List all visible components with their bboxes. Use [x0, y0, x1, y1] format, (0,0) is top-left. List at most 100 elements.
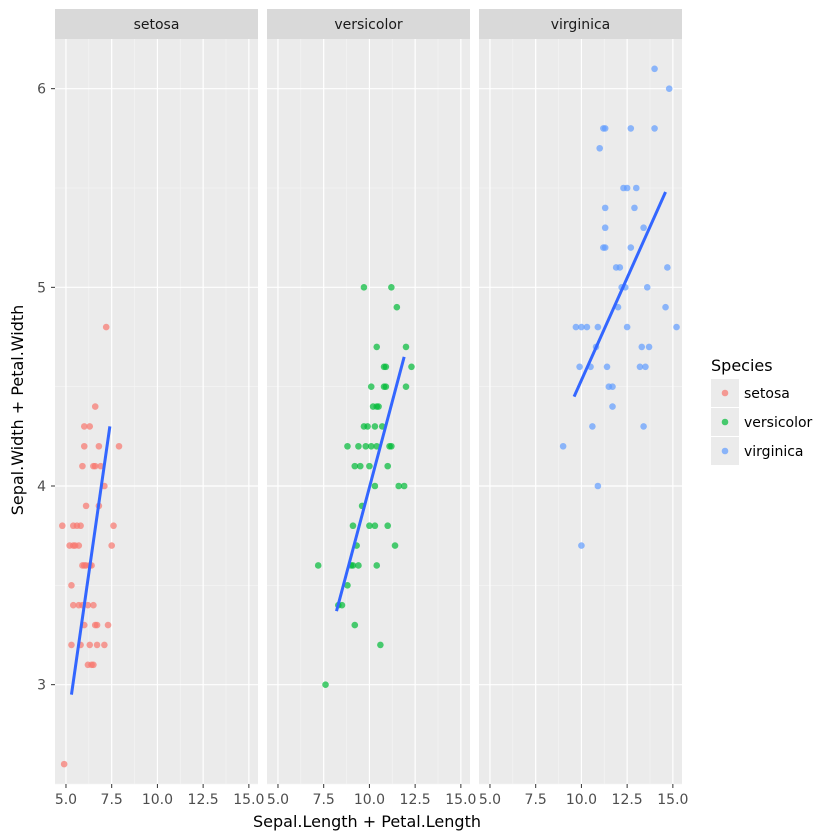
data-point — [578, 323, 585, 331]
data-point — [86, 423, 94, 430]
data-point — [589, 423, 596, 430]
data-point — [616, 264, 624, 271]
y-axis: 3 4 5 6 — [37, 82, 55, 694]
data-point — [395, 482, 402, 490]
data-point — [344, 442, 351, 450]
x-tick-label: 7.5 — [101, 792, 123, 808]
data-point — [362, 442, 370, 450]
data-point — [408, 363, 415, 371]
data-point — [101, 641, 108, 649]
data-point — [638, 343, 646, 351]
data-point — [603, 363, 611, 371]
legend-label: versicolor — [744, 415, 813, 431]
data-point — [373, 562, 381, 569]
data-point — [673, 323, 680, 331]
x-tick-label: 15.0 — [657, 792, 688, 808]
data-point — [375, 403, 382, 410]
data-point — [351, 462, 359, 470]
data-point — [59, 522, 66, 530]
legend-key-point — [721, 447, 729, 455]
legend-key-point — [721, 389, 729, 397]
data-point — [355, 442, 362, 450]
data-point — [367, 383, 375, 390]
data-point — [623, 184, 631, 192]
data-point — [384, 462, 392, 470]
x-tick-label: 12.5 — [400, 792, 431, 808]
data-point — [355, 562, 362, 569]
legend-item-versicolor: versicolor — [711, 408, 813, 436]
data-point — [366, 462, 373, 470]
data-point — [102, 323, 110, 331]
data-point — [90, 661, 97, 669]
data-point — [391, 542, 399, 549]
data-point — [382, 363, 390, 371]
data-point — [371, 482, 379, 490]
data-point — [349, 562, 357, 569]
data-point — [373, 343, 381, 351]
x-axis-title: Sepal.Length + Petal.Length — [253, 812, 481, 831]
data-point — [93, 641, 101, 649]
x-tick-label: 5.0 — [55, 792, 77, 808]
facet-strip — [267, 9, 470, 39]
data-point — [93, 621, 101, 629]
x-tick-label: 10.0 — [142, 792, 173, 808]
data-point — [651, 125, 658, 132]
data-point — [601, 204, 609, 212]
data-point — [80, 442, 88, 450]
data-point — [349, 522, 357, 530]
y-axis-title: Sepal.Width + Petal.Width — [8, 305, 27, 516]
data-point — [115, 442, 123, 450]
y-tick-label: 5 — [37, 280, 46, 296]
data-point — [594, 323, 602, 331]
data-point — [664, 264, 671, 271]
data-point — [642, 363, 649, 371]
data-point — [68, 582, 75, 589]
fit-line — [572, 191, 667, 398]
facet-strip-label: setosa — [134, 17, 180, 33]
x-tick-label: 12.5 — [188, 792, 219, 808]
data-point — [627, 244, 635, 251]
data-point — [631, 204, 638, 212]
data-point — [366, 522, 373, 530]
facet-strip-label: versicolor — [334, 17, 403, 33]
data-point — [91, 462, 99, 470]
panel-background — [267, 39, 470, 784]
legend-label: virginica — [744, 444, 804, 460]
data-point — [384, 522, 392, 530]
data-point — [382, 383, 390, 390]
data-point — [402, 383, 410, 390]
data-point — [651, 65, 658, 73]
data-point — [594, 482, 602, 490]
x-tick-label: 7.5 — [313, 792, 335, 808]
legend-item-virginica: virginica — [711, 437, 804, 465]
data-point — [609, 383, 616, 390]
facet-strip — [479, 9, 682, 39]
data-point — [322, 681, 329, 688]
x-tick-label: 15.0 — [233, 792, 264, 808]
data-point — [90, 601, 97, 609]
data-point — [338, 601, 346, 609]
data-point — [377, 641, 384, 649]
data-point — [632, 184, 640, 192]
data-point — [97, 462, 105, 470]
legend-title: Species — [711, 356, 773, 375]
data-point — [82, 502, 90, 510]
panels-layer: setosa 5.0 7.5 10.0 12.5 15.0 versicolor 5.0 7.5… — [55, 9, 688, 808]
data-point — [110, 522, 117, 530]
data-point — [559, 442, 567, 450]
data-point — [79, 462, 86, 470]
data-point — [364, 423, 371, 430]
data-point — [60, 760, 68, 768]
data-point — [371, 522, 379, 530]
data-point — [665, 85, 673, 92]
panel-virginica: virginica 5.0 7.5 10.0 12.5 15.0 — [479, 9, 688, 808]
data-point — [95, 442, 103, 450]
x-tick-label: 5.0 — [267, 792, 289, 808]
data-point — [367, 442, 375, 450]
legend-item-setosa: setosa — [711, 379, 790, 407]
data-point — [68, 641, 75, 649]
x-tick-label: 5.0 — [479, 792, 501, 808]
data-point — [360, 284, 368, 291]
data-point — [578, 542, 585, 549]
data-point — [86, 641, 94, 649]
